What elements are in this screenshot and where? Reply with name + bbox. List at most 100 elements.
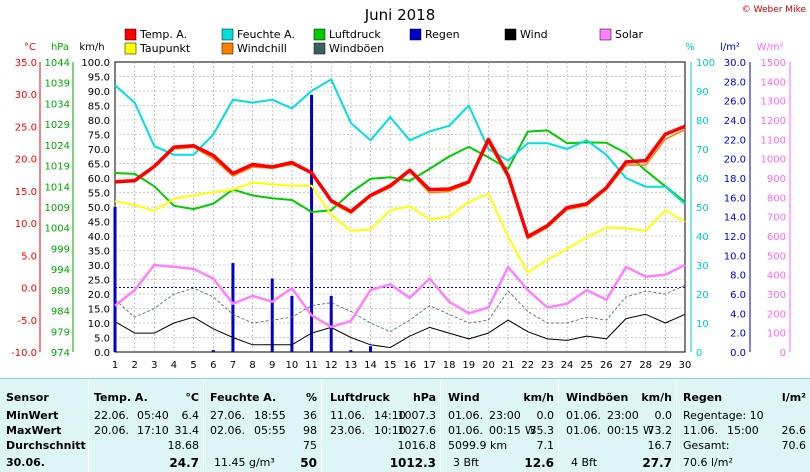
plot-area: 1 2 3 4 5 6 7 8 9 10 11 12 13 14 15 16 17 18 19 20 21 22 23 24 2… xyxy=(112,61,692,371)
axis-tick-label: 20 xyxy=(696,290,709,301)
axis-tick-label: 25.0 xyxy=(88,276,110,287)
axis-tick-label: 0 xyxy=(780,348,786,359)
rain-current: 70.6 l/m² xyxy=(683,456,733,469)
axis-tick-label: 90.0 xyxy=(88,87,110,98)
axis-tick-label: 1014 xyxy=(45,182,70,193)
gust-min-value: 0.0 xyxy=(654,409,673,422)
temp-min-time: 05:40 xyxy=(137,409,169,422)
rain-total-label: Gesamt: xyxy=(683,439,730,452)
rain-bar xyxy=(290,295,294,352)
hum-absolute: 11.45 g/m³ xyxy=(214,456,275,469)
axis-tick-label: 40.0 xyxy=(88,232,110,243)
axis-tick-label: 80 xyxy=(696,116,709,127)
x-tick-label: 8 xyxy=(249,360,255,371)
stats-header-gust: Windböen xyxy=(566,391,629,404)
axis-tick-label: 1300 xyxy=(761,97,786,108)
press-max-time: 10:10 xyxy=(374,424,406,437)
press-min-date: 11.06. xyxy=(330,409,365,422)
axis-tick-label: 70 xyxy=(696,145,709,156)
x-tick-label: 21 xyxy=(502,360,515,371)
stats-header-gust-unit: km/h xyxy=(641,391,672,404)
axis-tick-label: 400 xyxy=(767,271,786,282)
stats-label-avg: Durchschnitt xyxy=(6,439,86,452)
x-tick-label: 15 xyxy=(384,360,397,371)
x-tick-label: 5 xyxy=(190,360,196,371)
axis-tick-label: 0.0 xyxy=(21,284,37,295)
axis-tick-label: 2.0 xyxy=(730,329,746,340)
taupunkt-line xyxy=(114,181,686,274)
rain-days: Regentage: 10 xyxy=(683,409,764,422)
legend-label: Wind xyxy=(520,28,548,41)
stats-header-humidity-unit: % xyxy=(305,391,317,404)
stats-humidity-column: Feuchte A. % 27.06. 18:55 36 02.06. 05:5… xyxy=(204,379,321,472)
legend-swatch xyxy=(504,28,517,41)
axis-tick-label: 70.0 xyxy=(88,145,110,156)
chart-legend: Temp. A. Feuchte A. Luftdruck Regen Wind Sola… xyxy=(124,28,644,55)
weather-chart: Juni 2018 © Weber Mike Temp. A. Feuchte A… xyxy=(11,5,807,371)
axis-unit-label: W/m² xyxy=(756,42,783,53)
x-tick-label: 24 xyxy=(561,360,574,371)
legend-label: Windchill xyxy=(237,42,287,55)
temp-min-value: 6.4 xyxy=(181,409,200,422)
statistics-table: Sensor MinWert MaxWert Durchschnitt 30.0… xyxy=(0,378,810,472)
x-tick-label: 27 xyxy=(620,360,633,371)
stats-header-wind-unit: km/h xyxy=(523,391,554,404)
axis-tick-label: 24.0 xyxy=(724,116,746,127)
temp-max-date: 20.06. xyxy=(94,424,129,437)
axis-tick-label: 75.0 xyxy=(88,131,110,142)
axis-tick-label: 20.0 xyxy=(88,290,110,301)
axis-tick-label: 100 xyxy=(696,58,715,69)
axis-tick-label: 10 xyxy=(696,319,709,330)
gust-beaufort: 4 Bft xyxy=(571,456,598,469)
copyright-text: © Weber Mike xyxy=(742,5,807,15)
legend-label: Temp. A. xyxy=(139,28,187,41)
stats-gust-column: Windböen km/h 01.06. 23:00 0.0 01.06. 00… xyxy=(559,379,676,472)
axis-tick-label: 900 xyxy=(767,174,786,185)
axis-tick-label: 1000 xyxy=(761,155,786,166)
axis-tick-label: 974 xyxy=(51,348,70,359)
legend-label: Windböen xyxy=(329,42,384,55)
x-tick-label: 7 xyxy=(230,360,236,371)
stats-header-pressure-unit: hPa xyxy=(412,391,436,404)
press-max-value: 1027.6 xyxy=(397,424,437,437)
axis-tick-label: 80.0 xyxy=(88,116,110,127)
axis-tick-label: 1100 xyxy=(761,135,786,146)
axis-tick-label: 28.0 xyxy=(724,77,746,88)
axis-tick-label: 15.0 xyxy=(15,187,37,198)
axis-tick-label: 18.0 xyxy=(724,174,746,185)
stats-label-max: MaxWert xyxy=(6,424,62,437)
hum-max-value: 98 xyxy=(303,424,317,437)
press-max-date: 23.06. xyxy=(330,424,365,437)
axis-tick-label: 30 xyxy=(696,261,709,272)
legend-swatch xyxy=(599,28,612,41)
stats-header-humidity: Feuchte A. xyxy=(210,391,277,404)
axis-tick-label: 85.0 xyxy=(88,102,110,113)
press-current: 1012.3 xyxy=(389,456,436,470)
press-average: 1016.8 xyxy=(397,439,437,452)
axis-tick-label: 30.0 xyxy=(88,261,110,272)
x-tick-label: 23 xyxy=(541,360,554,371)
axis-tick-label: 65.0 xyxy=(88,160,110,171)
rain-bar xyxy=(369,346,373,352)
rain-bar xyxy=(113,207,117,352)
axis-tick-label: 984 xyxy=(51,307,70,318)
x-tick-label: 30 xyxy=(679,360,692,371)
rain-max-date: 11.06. xyxy=(683,424,718,437)
axis-tick-label: 6.0 xyxy=(730,290,746,301)
hum-min-time: 18:55 xyxy=(254,409,286,422)
axis-tick-label: 994 xyxy=(51,265,70,276)
gust-max-time: 00:15 xyxy=(607,424,639,437)
axis-tick-label: 1009 xyxy=(45,203,70,214)
rain-max-value: 26.6 xyxy=(781,424,807,437)
stats-header-temp: Temp. A. xyxy=(94,391,148,404)
x-tick-label: 16 xyxy=(403,360,416,371)
temp-max-time: 17:10 xyxy=(137,424,169,437)
axis-unit-label: km/h xyxy=(79,42,104,53)
axis-tick-label: 35.0 xyxy=(15,58,37,69)
axis-tick-label: 979 xyxy=(51,327,70,338)
wind-max-date: 01.06. xyxy=(448,424,483,437)
x-tick-label: 2 xyxy=(131,360,137,371)
axis-tick-label: 989 xyxy=(51,286,70,297)
wind-current: 12.6 xyxy=(524,456,554,470)
axis-unit-label: °C xyxy=(24,42,36,53)
